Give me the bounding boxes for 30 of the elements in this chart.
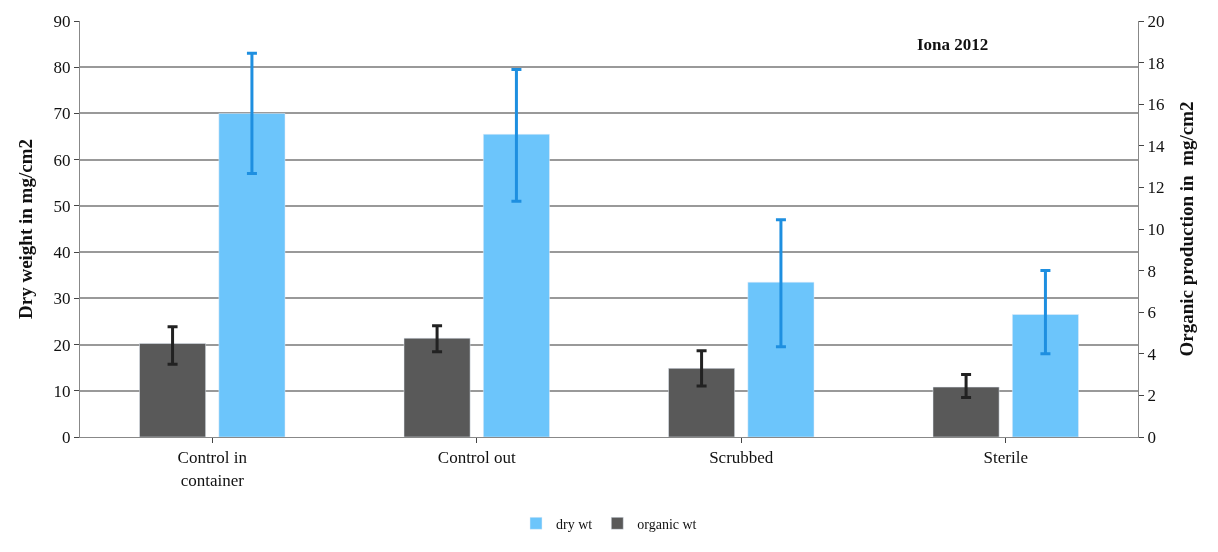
y2-tick-label: 2 xyxy=(1147,386,1156,406)
y-axis-title: Dry weight in mg/cm2 xyxy=(15,139,37,319)
y2-tick-label: 0 xyxy=(1147,427,1156,447)
y-tick-label: 60 xyxy=(53,150,71,170)
y-tick-label: 0 xyxy=(62,427,71,447)
y2-tick-label: 20 xyxy=(1147,11,1165,31)
legend-label: dry wt xyxy=(556,516,593,532)
y-tick-label: 30 xyxy=(53,289,71,309)
x-tick-label: Scrubbed xyxy=(709,448,774,468)
legend-label: organic wt xyxy=(637,516,697,532)
y2-tick-label: 12 xyxy=(1147,178,1165,198)
y-tick-label: 10 xyxy=(53,381,71,401)
y-tick-label: 70 xyxy=(53,104,71,124)
y-tick-label: 80 xyxy=(53,58,71,78)
y-tick-label: 90 xyxy=(53,11,71,31)
y2-tick-label: 4 xyxy=(1147,344,1157,364)
y-tick-label: 20 xyxy=(53,335,71,355)
x-tick-label: Control out xyxy=(437,448,516,468)
y2-tick-label: 10 xyxy=(1147,219,1165,239)
y2-tick-label: 6 xyxy=(1147,303,1156,323)
y2-axis-title: Organic production in mg/cm2 xyxy=(1175,101,1197,357)
y-tick-label: 50 xyxy=(53,196,71,216)
y2-tick-label: 14 xyxy=(1147,136,1165,156)
y2-tick-label: 16 xyxy=(1147,95,1165,115)
y2-tick-label: 18 xyxy=(1147,53,1165,73)
x-tick-label: Control in container xyxy=(177,448,248,490)
annotation: Iona 2012 xyxy=(917,35,989,54)
y2-tick-label: 8 xyxy=(1147,261,1156,281)
y-tick-label: 40 xyxy=(53,243,71,263)
x-tick-label: Sterile xyxy=(983,448,1028,468)
